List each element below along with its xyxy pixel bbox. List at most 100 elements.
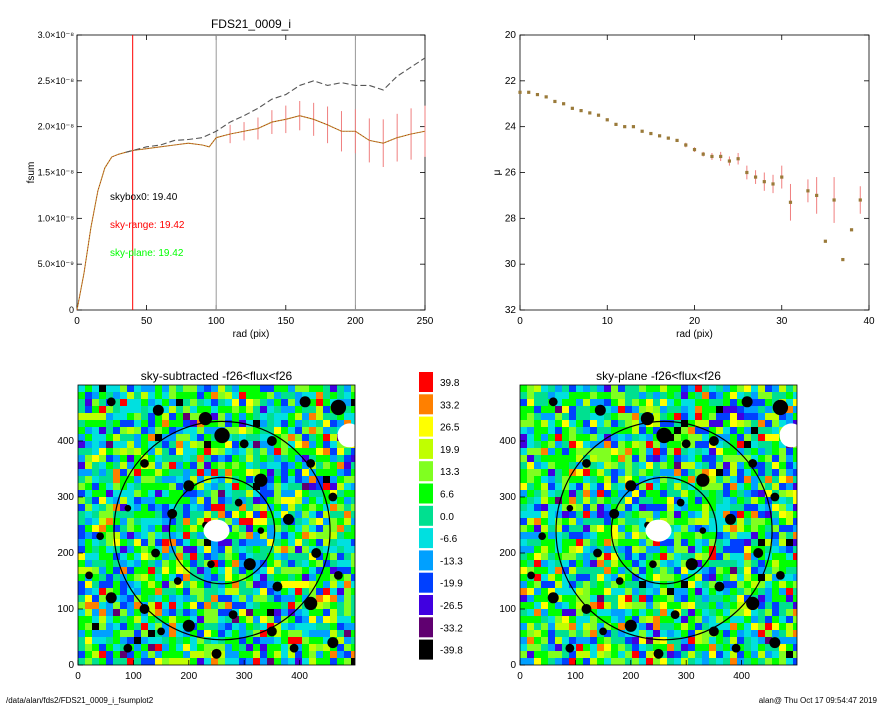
heatmap-cell [695, 427, 703, 435]
colorbar-label: 39.8 [440, 378, 460, 389]
heatmap-cell [702, 385, 710, 393]
heatmap-cell [688, 385, 696, 393]
heatmap-cell [330, 546, 338, 554]
heatmap-cell [569, 483, 577, 491]
heatmap-cell [723, 462, 731, 470]
heatmap-cell [758, 539, 766, 547]
heatmap-cell [737, 560, 745, 568]
heatmap-cell [583, 623, 591, 631]
heatmap-cell [688, 462, 696, 470]
colorbar-swatch [419, 528, 433, 549]
data-point [570, 106, 574, 110]
heatmap-cell [120, 539, 128, 547]
heatmap-cell [534, 420, 542, 428]
heatmap-cell [590, 462, 598, 470]
heatmap-cell [344, 518, 352, 526]
heatmap-cell [765, 616, 773, 624]
heatmap-cell [323, 609, 331, 617]
heatmap-cell [590, 616, 598, 624]
heatmap-cell [267, 588, 275, 596]
heatmap-cell [120, 560, 128, 568]
heatmap-cell [337, 651, 345, 659]
heatmap-cell [162, 483, 170, 491]
heatmap-cell [702, 392, 710, 400]
heatmap-cell [751, 525, 759, 533]
heatmap-cell [176, 455, 184, 463]
heatmap-cell [92, 644, 100, 652]
heatmap-cell [176, 490, 184, 498]
heatmap-cell [730, 462, 738, 470]
heatmap-cell [793, 497, 797, 505]
heatmap-cell [625, 553, 633, 561]
heatmap-cell [127, 651, 135, 659]
heatmap-cell [218, 455, 226, 463]
heatmap-cell [99, 518, 107, 526]
heatmap-cell [169, 623, 177, 631]
annotation-text: sky-range: 19.42 [110, 220, 185, 231]
heatmap-cell [141, 532, 149, 540]
heatmap-cell [534, 567, 542, 575]
heatmap-cell [611, 455, 619, 463]
heatmap-cell [309, 609, 317, 617]
heatmap-cell [576, 504, 584, 512]
heatmap-cell [78, 448, 86, 456]
heatmap-cell [302, 623, 310, 631]
heatmap-cell [723, 644, 731, 652]
heatmap-cell [92, 434, 100, 442]
heatmap-cell [246, 406, 254, 414]
heatmap-cell [646, 511, 654, 519]
masked-source [714, 581, 725, 592]
heatmap-cell [646, 553, 654, 561]
colorbar-label: -6.6 [440, 534, 458, 545]
heatmap-cell [253, 518, 261, 526]
colorbar-label: 19.9 [440, 445, 460, 456]
heatmap-cell [260, 406, 268, 414]
heatmap-cell [127, 553, 135, 561]
heatmap-cell [211, 448, 219, 456]
heatmap-cell [204, 392, 212, 400]
heatmap-cell [330, 504, 338, 512]
heatmap-cell [106, 560, 114, 568]
heatmap-cell [716, 385, 724, 393]
heatmap-cell [576, 532, 584, 540]
heatmap-cell [604, 441, 612, 449]
heatmap-cell [695, 553, 703, 561]
heatmap-cell [772, 609, 780, 617]
heatmap-cell [274, 560, 282, 568]
heatmap-cell [246, 525, 254, 533]
colorbar-swatch [419, 617, 433, 638]
heatmap-cell [176, 469, 184, 477]
heatmap-cell [134, 490, 142, 498]
heatmap-cell [127, 609, 135, 617]
heatmap-cell [779, 651, 787, 659]
heatmap-cell [113, 567, 121, 575]
heatmap-cell [288, 546, 296, 554]
heatmap-cell [723, 623, 731, 631]
heatmap-cell [744, 462, 752, 470]
heatmap-cell [625, 525, 633, 533]
heatmap-cell [590, 595, 598, 603]
data-point [684, 143, 688, 147]
heatmap-cell [548, 406, 556, 414]
heatmap-cell [569, 581, 577, 589]
heatmap-cell [211, 385, 219, 393]
heatmap-cell [688, 623, 696, 631]
heatmap-cell [639, 441, 647, 449]
heatmap-cell [765, 441, 773, 449]
heatmap-cell [590, 658, 598, 665]
heatmap-cell [148, 469, 156, 477]
heatmap-cell [190, 462, 198, 470]
heatmap-cell [702, 497, 710, 505]
heatmap-cell [239, 497, 247, 505]
heatmap-cell [351, 406, 355, 414]
heatmap-cell [751, 392, 759, 400]
heatmap-cell [688, 455, 696, 463]
heatmap-cell [534, 490, 542, 498]
heatmap-cell [99, 602, 107, 610]
heatmap-cell [520, 497, 528, 505]
heatmap-cell [225, 644, 233, 652]
heatmap-cell [316, 406, 324, 414]
heatmap-cell [85, 420, 93, 428]
heatmap-cell [674, 588, 682, 596]
heatmap-cell [85, 644, 93, 652]
